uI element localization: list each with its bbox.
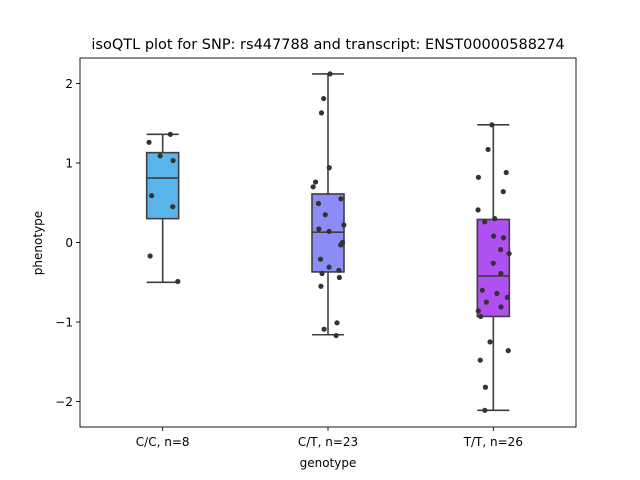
data-point xyxy=(482,219,488,225)
data-point xyxy=(500,189,506,195)
data-point xyxy=(500,235,507,241)
data-point xyxy=(485,146,491,153)
box-group xyxy=(310,71,347,339)
data-point xyxy=(321,95,327,102)
data-point xyxy=(498,304,504,310)
data-point xyxy=(498,247,504,253)
y-tick-label: −2 xyxy=(55,395,73,409)
data-point xyxy=(319,270,325,277)
x-axis: C/C, n=8 C/T, n=23 T/T, n=26 xyxy=(136,427,523,449)
data-point xyxy=(326,165,332,171)
chart-title: isoQTL plot for SNP: rs447788 and transc… xyxy=(91,37,564,53)
x-tick-label: C/T, n=23 xyxy=(298,435,358,449)
y-tick-label: 2 xyxy=(65,77,73,91)
box-group xyxy=(145,131,181,285)
data-point xyxy=(170,204,176,210)
y-axis-label: phenotype xyxy=(31,211,45,275)
y-tick-label: 0 xyxy=(65,236,73,250)
data-point xyxy=(175,278,181,285)
data-point xyxy=(327,71,333,77)
data-point xyxy=(338,242,344,248)
y-tick-label: −1 xyxy=(55,316,73,330)
box-group xyxy=(475,122,512,413)
data-point xyxy=(170,157,176,164)
data-point xyxy=(479,287,485,293)
data-point xyxy=(321,326,327,332)
data-point xyxy=(489,122,495,128)
data-point xyxy=(487,339,493,345)
data-point xyxy=(336,274,342,281)
data-point xyxy=(475,308,481,314)
data-point xyxy=(482,384,489,390)
data-point xyxy=(475,174,482,180)
data-point xyxy=(491,233,497,239)
data-point xyxy=(492,216,498,222)
x-tick-label: T/T, n=26 xyxy=(463,435,523,449)
data-point xyxy=(494,290,500,296)
y-axis: 2 1 0 −1 −2 xyxy=(55,77,80,409)
data-point xyxy=(504,294,510,300)
data-point xyxy=(490,260,496,266)
y-tick-label: 1 xyxy=(65,156,73,170)
data-point xyxy=(322,212,328,218)
data-point xyxy=(336,267,342,273)
data-point xyxy=(498,270,504,277)
data-point xyxy=(505,348,511,354)
data-point xyxy=(341,222,347,228)
data-point xyxy=(477,357,483,363)
data-point xyxy=(482,407,488,413)
data-point xyxy=(146,139,152,145)
data-point xyxy=(318,283,324,289)
data-point xyxy=(333,332,339,339)
data-point xyxy=(483,299,490,305)
data-point xyxy=(326,264,332,270)
data-point xyxy=(315,200,322,207)
plot-area xyxy=(145,71,512,413)
data-point xyxy=(317,256,324,262)
data-point xyxy=(503,169,509,176)
data-point xyxy=(149,192,155,199)
data-point xyxy=(478,313,484,320)
data-point xyxy=(334,320,340,326)
data-point xyxy=(316,226,322,232)
x-axis-label: genotype xyxy=(300,456,357,470)
x-tick-label: C/C, n=8 xyxy=(136,435,190,449)
data-point xyxy=(475,207,481,213)
data-point xyxy=(326,228,332,234)
data-point xyxy=(147,253,153,259)
data-point xyxy=(506,251,512,257)
data-point xyxy=(338,196,344,202)
data-point xyxy=(167,131,173,137)
data-point xyxy=(312,179,319,185)
data-point xyxy=(318,110,325,116)
data-point xyxy=(310,184,316,190)
data-point xyxy=(157,153,163,159)
